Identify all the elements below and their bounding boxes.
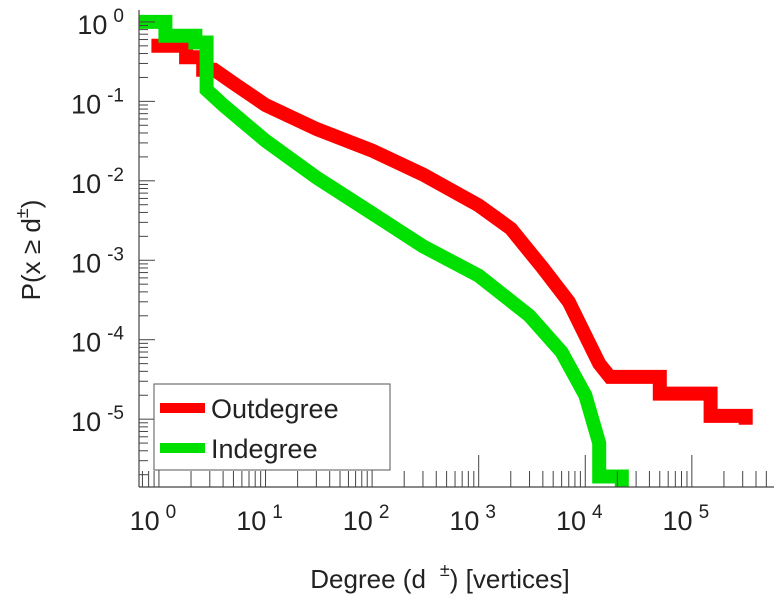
x-tick-label: 10 5 xyxy=(663,502,710,536)
series-line-indegree xyxy=(139,14,629,487)
series-line-outdegree xyxy=(151,38,753,425)
y-tick-label: 10 0 xyxy=(77,6,124,40)
legend-label-outdegree: Outdegree xyxy=(211,394,339,424)
y-axis-label: P(x ≥ d±) xyxy=(12,200,46,301)
tick-labels: 10 0 10 1 10 2 10 3 10 4 10 5 10 0 10 -1 10 -2 10 -3 10 -4 10-… xyxy=(71,6,709,536)
x-tick-label: 10 2 xyxy=(343,502,390,536)
x-tick-label: 10 1 xyxy=(236,502,283,536)
y-tick-label: 10 -3 xyxy=(71,244,124,278)
legend-label-indegree: Indegree xyxy=(211,434,318,464)
legend: Outdegree Indegree xyxy=(153,383,391,471)
axes xyxy=(138,10,774,488)
y-tick-label: 10 -1 xyxy=(71,85,124,119)
y-tick-label: 10 -4 xyxy=(71,324,124,358)
legend-box xyxy=(153,383,391,471)
series-layer xyxy=(139,14,753,487)
x-tick-label: 10 0 xyxy=(130,502,177,536)
y-tick-label: 10 -5 xyxy=(71,403,124,437)
y-tick-label: 10 -2 xyxy=(71,165,124,199)
x-tick-label: 10 3 xyxy=(449,502,496,536)
x-tick-label: 10 4 xyxy=(556,502,603,536)
x-axis-label: Degree (d ±) [vertices] xyxy=(310,560,569,594)
